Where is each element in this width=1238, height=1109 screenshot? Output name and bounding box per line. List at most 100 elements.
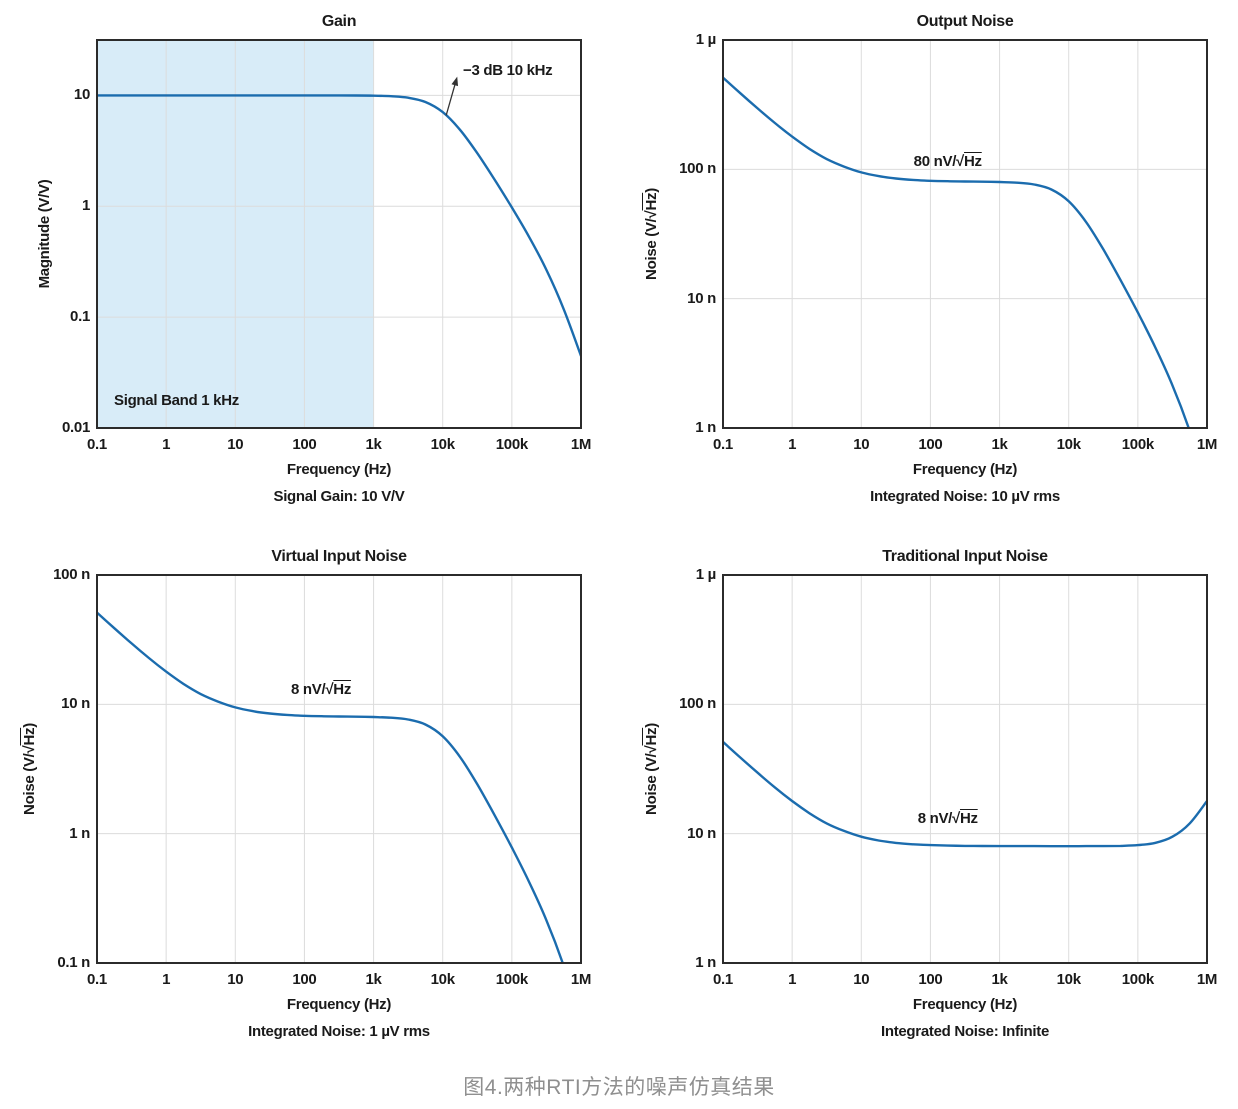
x-tick-label: 100k (1098, 971, 1178, 989)
y-tick-label: 1 n (628, 954, 716, 972)
y-axis-label: Noise (V/√Hz) (643, 124, 661, 344)
chart-footer-text: Integrated Noise: 10 µV rms (870, 488, 1060, 505)
y-tick-text: 1 n (695, 954, 716, 971)
data-curve (723, 76, 1190, 428)
y-axis-label-post: ) (643, 188, 660, 193)
annotation-sqrt: Hz (333, 681, 352, 699)
y-axis-label: Magnitude (V/V) (36, 124, 54, 344)
x-axis-label: Frequency (Hz) (815, 996, 1115, 1014)
plot-border (96, 574, 582, 964)
x-tick-text: 1 (788, 971, 797, 988)
chart-footer: Signal Gain: 10 V/V (169, 488, 509, 506)
chart-title-text: Output Noise (916, 13, 1014, 30)
x-tick-label: 1M (541, 436, 621, 454)
x-axis-label: Frequency (Hz) (189, 996, 489, 1014)
annotation-arrowhead (451, 76, 459, 87)
annotation-pre: 8 nV/√ (917, 810, 961, 828)
y-tick-text: 1 n (69, 824, 90, 842)
x-tick-label: 1k (334, 971, 414, 989)
plot-border (722, 574, 1208, 964)
y-tick-text: 100 n (679, 695, 716, 713)
x-tick-text: 1M (1196, 971, 1218, 988)
data-curve (97, 94, 581, 358)
y-tick-label: 1 (2, 197, 90, 215)
chart-footer: Integrated Noise: 10 µV rms (795, 488, 1135, 506)
y-axis-label-sqrt: Hz (643, 727, 660, 746)
x-tick-label: 0.1 (57, 436, 137, 454)
plot-border (722, 39, 1208, 429)
y-tick-label: 10 n (628, 825, 716, 843)
y-axis-label-post: ) (643, 723, 660, 728)
y-axis-label: Noise (V/√Hz) (643, 659, 661, 879)
x-tick-label: 1 (752, 971, 832, 989)
x-tick-text: 1k (365, 971, 382, 988)
x-tick-label: 100k (472, 436, 552, 454)
x-tick-label: 10 (821, 436, 901, 454)
x-tick-label: 100k (472, 971, 552, 989)
x-axis-label-text: Frequency (Hz) (912, 996, 1018, 1013)
y-tick-text: 1 µ (695, 31, 717, 48)
y-tick-label: 100 n (628, 160, 716, 178)
y-tick-label: 10 n (2, 695, 90, 713)
x-tick-text: 10 (227, 436, 244, 453)
x-tick-label: 100 (264, 436, 344, 454)
x-tick-label: 0.1 (683, 436, 763, 454)
x-tick-label: 10 (821, 971, 901, 989)
x-tick-text: 1 (788, 436, 797, 453)
y-axis-label-post: ) (21, 723, 38, 728)
x-tick-text: 1M (570, 436, 592, 453)
x-tick-label: 10 (195, 436, 275, 454)
x-tick-text: 1k (365, 436, 382, 453)
x-tick-text: 10 (853, 971, 870, 988)
chart-title-text: Virtual Input Noise (271, 548, 407, 565)
x-tick-text: 1 (162, 971, 171, 988)
y-tick-text: 1 n (695, 419, 716, 436)
x-tick-text: 100 (292, 436, 317, 453)
chart-1 (722, 39, 1208, 429)
chart-title: Output Noise (815, 13, 1115, 31)
y-tick-label: 100 n (2, 566, 90, 584)
x-tick-text: 10k (430, 971, 455, 988)
y-tick-text: 0.01 (62, 419, 90, 436)
y-axis-label-pre: Magnitude (V/V) (36, 179, 53, 289)
y-tick-text: 1 µ (695, 566, 717, 583)
chart-title: Virtual Input Noise (189, 548, 489, 566)
y-tick-text: 100 n (679, 160, 716, 178)
y-tick-label: 1 µ (628, 566, 717, 584)
chart-footer-text: Integrated Noise: 1 µV rms (248, 1023, 430, 1040)
y-axis-label-sqrt: Hz (643, 192, 660, 211)
x-axis-label-text: Frequency (Hz) (286, 461, 392, 478)
x-axis-label-text: Frequency (Hz) (912, 461, 1018, 478)
x-tick-text: 100k (495, 436, 528, 453)
data-curve (723, 740, 1207, 848)
x-tick-text: 100k (1121, 436, 1154, 453)
x-tick-label: 1k (960, 971, 1040, 989)
annotation-label: 8 nV/√Hz (211, 681, 431, 699)
x-tick-text: 0.1 (87, 436, 107, 453)
y-axis-label-pre: Noise (V/√ (643, 210, 660, 280)
x-tick-text: 10 (853, 436, 870, 453)
y-tick-text: 10 n (687, 824, 716, 842)
y-tick-text: 10 (73, 86, 90, 104)
x-tick-text: 100 (918, 436, 943, 453)
gridlines (722, 574, 1208, 964)
x-tick-label: 100 (890, 436, 970, 454)
x-tick-label: 1M (541, 971, 621, 989)
chart-2 (96, 574, 582, 964)
gridlines (722, 39, 1208, 429)
chart-footer-text: Signal Gain: 10 V/V (273, 488, 405, 505)
y-axis-label-pre: Noise (V/√ (21, 745, 38, 815)
x-tick-text: 0.1 (713, 436, 733, 453)
y-tick-text: 10 n (61, 695, 90, 713)
y-axis-label-sqrt: Hz (21, 727, 38, 746)
plot-border (96, 39, 582, 429)
gridlines (96, 574, 582, 964)
x-tick-text: 10k (1056, 971, 1081, 988)
chart-0 (96, 39, 582, 429)
x-tick-text: 1 (162, 436, 171, 453)
x-tick-text: 10 (227, 971, 244, 988)
data-curve (97, 611, 564, 963)
x-tick-label: 10k (403, 436, 483, 454)
x-tick-label: 1M (1167, 436, 1238, 454)
